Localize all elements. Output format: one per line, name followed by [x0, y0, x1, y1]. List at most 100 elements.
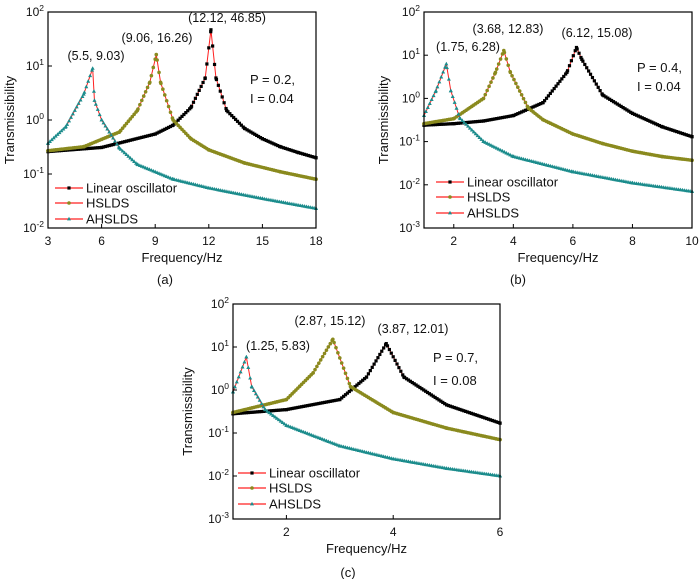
data-point — [280, 420, 285, 425]
data-point — [338, 356, 342, 360]
data-point — [477, 135, 482, 140]
data-point — [270, 141, 274, 145]
data-point — [479, 137, 484, 141]
data-point — [284, 408, 288, 412]
y-tick-base: 10 — [399, 178, 413, 192]
data-point — [460, 121, 464, 125]
data-point — [247, 129, 251, 133]
data-point — [552, 86, 556, 91]
data-point — [205, 62, 209, 66]
legend-marker — [448, 180, 452, 184]
data-point — [276, 143, 280, 148]
data-point — [481, 96, 486, 101]
data-point — [454, 121, 459, 126]
data-point — [155, 58, 159, 62]
axes-frame — [232, 303, 501, 520]
data-point — [343, 393, 348, 397]
data-point — [621, 105, 625, 110]
x-tick-label: 3 — [45, 234, 52, 248]
data-point — [90, 146, 94, 150]
data-point — [262, 137, 266, 142]
data-point — [610, 98, 614, 103]
data-point — [80, 94, 85, 98]
data-point — [495, 116, 499, 121]
data-point — [380, 349, 384, 353]
data-point — [508, 70, 513, 75]
data-point — [399, 369, 403, 373]
data-point — [322, 351, 327, 356]
data-point — [311, 402, 315, 407]
data-point — [669, 128, 673, 132]
data-point — [294, 406, 298, 410]
data-point — [255, 133, 259, 137]
data-point — [237, 121, 242, 125]
data-point — [575, 47, 579, 51]
data-point — [111, 135, 116, 140]
data-point — [246, 410, 250, 415]
y-tick-label: 102 — [402, 3, 420, 19]
data-point — [246, 365, 251, 370]
x-tick-label: 4 — [390, 525, 397, 539]
data-point — [84, 84, 89, 89]
data-point — [195, 92, 199, 96]
data-point — [339, 361, 344, 365]
y-tick-exponent: 2 — [224, 295, 229, 305]
data-point — [569, 59, 573, 63]
data-point — [359, 380, 363, 384]
data-point — [302, 152, 307, 156]
y-tick-label: 101 — [211, 338, 229, 354]
data-point — [322, 400, 327, 405]
data-point — [118, 147, 123, 151]
data-point — [155, 131, 159, 135]
parameter-text: P = 0.7, — [433, 350, 478, 365]
data-point — [279, 408, 283, 412]
data-point — [667, 127, 671, 131]
legend-marker — [448, 210, 452, 215]
series-linear-oscillator — [231, 341, 502, 425]
data-point — [130, 138, 134, 142]
data-point — [429, 97, 434, 102]
data-point — [492, 419, 496, 423]
data-point — [592, 79, 596, 83]
data-point — [512, 113, 516, 117]
data-point — [211, 44, 215, 48]
parameter-text: I = 0.04 — [250, 91, 294, 106]
data-point — [84, 147, 88, 151]
data-point — [414, 383, 418, 387]
data-point — [452, 100, 457, 104]
y-tick-label: 102 — [26, 3, 44, 19]
data-point — [253, 132, 257, 136]
data-point — [93, 102, 98, 106]
data-point — [437, 398, 441, 402]
y-tick-exponent: -1 — [221, 424, 229, 434]
data-point — [301, 404, 306, 408]
x-tick-label: 18 — [309, 234, 323, 248]
panel-b: (6.12, 15.08) Linear oscillator (3.68, 12.… — [376, 3, 699, 287]
data-point — [245, 128, 249, 132]
data-point — [148, 80, 152, 85]
data-point — [164, 98, 169, 103]
y-axis-label: Transmissibility — [376, 75, 391, 164]
data-point — [132, 137, 136, 141]
data-point — [517, 89, 522, 93]
data-point — [269, 409, 273, 413]
data-point — [244, 411, 248, 415]
series-ahslds — [231, 354, 502, 478]
data-point — [454, 106, 459, 110]
data-point — [161, 128, 165, 132]
data-point — [464, 122, 469, 126]
data-point — [305, 404, 309, 408]
data-point — [686, 133, 690, 138]
legend-marker — [67, 201, 71, 205]
data-point — [506, 63, 511, 68]
data-point — [273, 408, 277, 413]
y-tick-exponent: 0 — [224, 381, 229, 391]
data-point — [493, 117, 497, 121]
data-point — [268, 140, 272, 144]
y-tick-base: 10 — [402, 5, 416, 19]
data-point — [476, 119, 480, 124]
data-point — [242, 359, 247, 364]
data-point — [300, 405, 304, 409]
data-point — [330, 399, 334, 403]
data-point — [75, 147, 79, 151]
